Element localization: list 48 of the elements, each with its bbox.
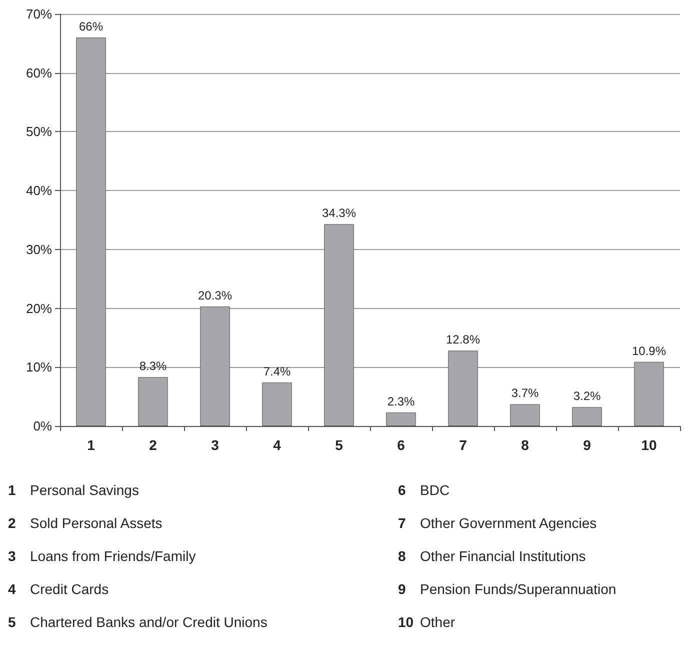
data-label: 66% <box>78 20 104 34</box>
data-label: 8.3% <box>139 359 167 374</box>
y-tick-label: 10% <box>26 360 52 375</box>
data-label: 34.3% <box>322 206 356 220</box>
category-label: 9 <box>398 581 406 597</box>
category-label: 5 <box>8 614 16 630</box>
x-tick-label: 3 <box>211 437 220 453</box>
data-label: 2.3% <box>387 394 415 408</box>
category-label: 7 <box>398 515 406 531</box>
y-tick-label: 30% <box>26 242 52 257</box>
data-label: 3.7% <box>511 386 539 400</box>
category-label: 3 <box>8 548 16 564</box>
category-label: 4 <box>8 581 16 597</box>
data-label: 3.2% <box>573 389 601 404</box>
category-label: 10 <box>398 614 414 630</box>
x-tick-label: 2 <box>149 437 158 453</box>
text: BDC <box>420 482 450 498</box>
y-tick-label: 0% <box>33 418 52 434</box>
category-label: 2 <box>8 515 16 531</box>
text: Other Financial Institutions <box>420 548 586 564</box>
data-label: 12.8% <box>446 332 480 347</box>
data-label: 20.3% <box>198 288 232 303</box>
x-tick-label: 6 <box>397 437 406 453</box>
text: Loans from Friends/Family <box>30 548 196 564</box>
y-tick-label: 20% <box>26 300 52 316</box>
y-tick-label: 60% <box>26 65 52 80</box>
text: Chartered Banks and/or Credit Unions <box>30 614 268 630</box>
x-tick-label: 7 <box>459 437 468 453</box>
y-tick-label: 50% <box>26 124 52 140</box>
text: Sold Personal Assets <box>30 515 162 531</box>
y-tick-label: 70% <box>26 6 52 22</box>
x-tick-label: 1 <box>87 437 96 453</box>
x-tick-label: 9 <box>583 437 592 453</box>
x-tick-label: 8 <box>521 437 530 453</box>
text: Other Government Agencies <box>420 515 597 531</box>
y-tick-label: 40% <box>26 183 52 198</box>
category-label: 8 <box>398 548 406 564</box>
category-label: 6 <box>398 482 406 498</box>
x-tick-label: 5 <box>335 437 344 453</box>
text: Credit Cards <box>30 581 109 597</box>
text: Other <box>420 614 456 630</box>
x-tick-label: 10 <box>641 437 657 453</box>
category-label: 1 <box>8 482 16 498</box>
text: Personal Savings <box>30 482 139 498</box>
text: Pension Funds/Superannuation <box>420 581 616 597</box>
x-tick-label: 4 <box>273 437 282 453</box>
data-label: 10.9% <box>632 344 666 358</box>
data-label: 7.4% <box>263 364 291 378</box>
